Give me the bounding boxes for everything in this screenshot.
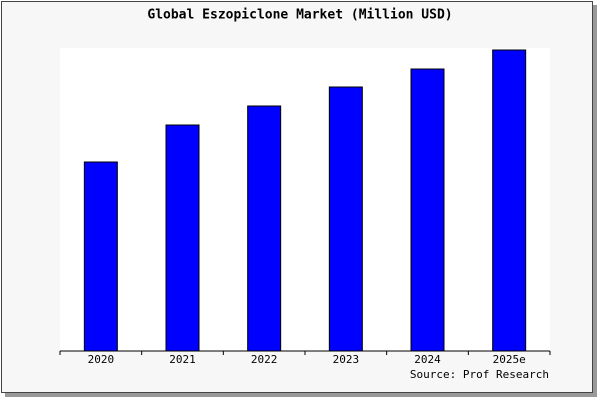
x-tick-label: 2021 [169,353,196,366]
bar [165,124,200,352]
bar [492,49,527,352]
x-tick-label: 2020 [88,353,115,366]
x-tick-label: 2025e [493,353,526,366]
bar [410,68,445,352]
source-note: Source: Prof Research [410,368,549,381]
chart-title: Global Eszopiclone Market (Million USD) [147,8,452,23]
bar [328,86,363,352]
x-tick-label: 2022 [251,353,278,366]
bar [247,105,282,352]
bar [83,161,118,352]
x-tick-label: 2024 [414,353,441,366]
plot-area [60,48,550,351]
x-tick-label: 2023 [333,353,360,366]
